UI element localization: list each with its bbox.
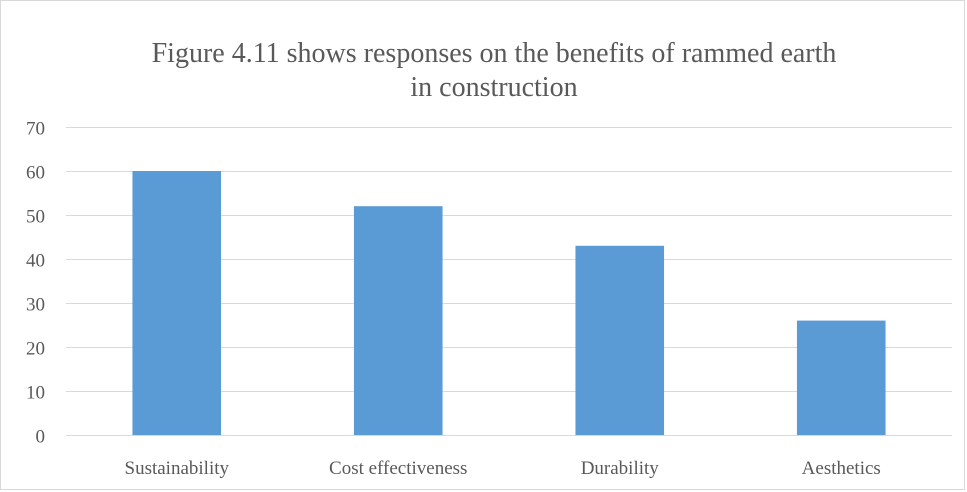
y-axis-ticks: 0 10 20 30 40 50 60 70 [26,119,45,448]
chart-title: Figure 4.11 shows responses on the benef… [152,38,837,103]
chart-title-line-2: in construction [410,72,577,103]
bar-durability [575,246,664,435]
y-tick-label-40: 40 [26,251,45,272]
bar-sustainability [132,171,221,435]
bar-cost-effectiveness [354,206,443,435]
x-category-label-cost-effectiveness: Cost effectiveness [329,458,467,479]
y-tick-label-70: 70 [26,119,45,140]
x-category-label-aesthetics: Aesthetics [802,458,881,479]
bar-aesthetics [797,321,886,435]
y-tick-label-10: 10 [26,383,45,404]
y-tick-label-0: 0 [36,427,46,448]
chart-title-line-1: Figure 4.11 shows responses on the benef… [152,38,837,69]
x-category-label-durability: Durability [581,458,660,479]
y-tick-label-20: 20 [26,339,45,360]
x-category-label-sustainability: Sustainability [125,458,230,479]
y-tick-label-30: 30 [26,295,45,316]
y-tick-label-50: 50 [26,207,45,228]
x-axis-categories: Sustainability Cost effectiveness Durabili… [125,458,881,479]
y-tick-label-60: 60 [26,163,45,184]
